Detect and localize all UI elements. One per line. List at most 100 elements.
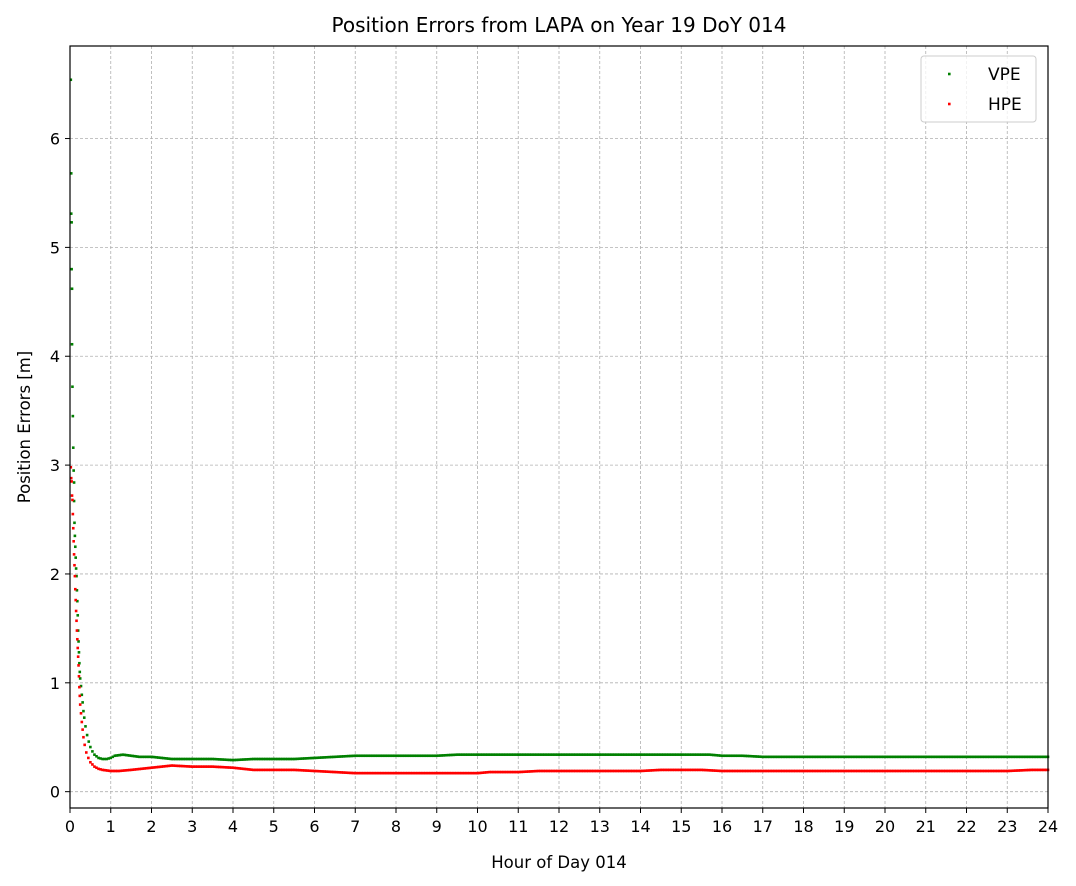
data-point [759,769,763,773]
data-point [469,771,473,775]
data-point [601,769,605,773]
data-point [269,757,272,761]
data-point [708,753,712,756]
data-point [924,755,928,759]
data-point [456,771,460,775]
data-point [419,771,422,775]
data-point [926,755,929,759]
data-point [888,755,892,759]
data-point [614,769,618,773]
data-point [445,753,449,757]
data-point [950,755,954,759]
data-point [839,769,843,773]
data-point [947,769,950,773]
data-point [150,755,153,759]
data-point [228,766,231,769]
data-point [533,769,537,773]
data-point [681,768,685,772]
data-point [479,753,483,756]
data-point [857,769,861,773]
data-point [75,619,78,623]
data-point [275,768,279,772]
data-point [1020,755,1024,759]
data-point [966,755,970,759]
data-point [984,755,988,759]
data-point [365,754,369,758]
data-point [781,755,784,759]
legend-marker-hpe [948,102,951,106]
data-point [593,753,597,756]
data-point [654,768,658,772]
data-point [459,753,462,756]
data-point [162,756,165,760]
data-point [698,753,702,756]
data-point [890,769,893,773]
data-point [877,755,880,759]
data-point [420,771,424,775]
data-point [808,755,812,759]
data-point [885,755,888,759]
data-point [366,771,370,775]
data-point [124,769,128,772]
data-point [906,769,910,773]
data-point [87,756,90,760]
data-point [855,769,859,773]
data-point [557,769,561,773]
data-point [492,753,496,756]
data-point [430,771,434,775]
data-point [1010,769,1014,773]
data-point [515,770,518,774]
data-point [578,769,582,773]
data-point [562,769,566,773]
data-point [717,769,720,773]
data-point [381,754,384,758]
data-point [666,768,669,772]
data-point [860,755,864,759]
data-point [983,755,986,759]
data-point [624,753,628,756]
data-point [485,753,489,756]
data-point [560,769,564,773]
data-point [846,755,849,759]
data-point [797,769,800,773]
data-point [997,755,1001,759]
legend-label-hpe: HPE [988,95,1022,115]
data-point [348,771,352,775]
data-point [690,753,693,756]
data-point [379,754,383,758]
data-point [513,770,517,774]
data-point [476,753,479,756]
data-point [937,755,941,759]
data-point [235,758,238,762]
data-point [596,753,600,756]
data-point [371,771,375,775]
data-point [766,769,769,773]
data-point [350,754,354,758]
data-point [428,771,432,775]
data-point [756,755,759,758]
data-point [81,728,84,731]
data-point [486,770,490,774]
data-point [854,755,857,759]
y-tick-label: 2 [50,565,60,584]
data-point [377,754,381,758]
data-point [190,765,194,768]
data-point [123,753,126,757]
data-point [342,755,345,758]
data-point [512,753,515,756]
data-point [331,755,335,759]
data-point [111,755,115,759]
data-point [1043,755,1047,759]
data-point [940,769,944,773]
data-point [732,754,736,758]
data-point [1001,755,1004,759]
data-point [77,640,80,643]
data-point [859,755,862,759]
data-point [73,563,76,567]
data-point [992,769,996,773]
data-point [503,753,507,756]
data-point [209,757,213,761]
data-point [373,771,377,775]
data-point [725,769,729,773]
data-point [539,753,543,756]
